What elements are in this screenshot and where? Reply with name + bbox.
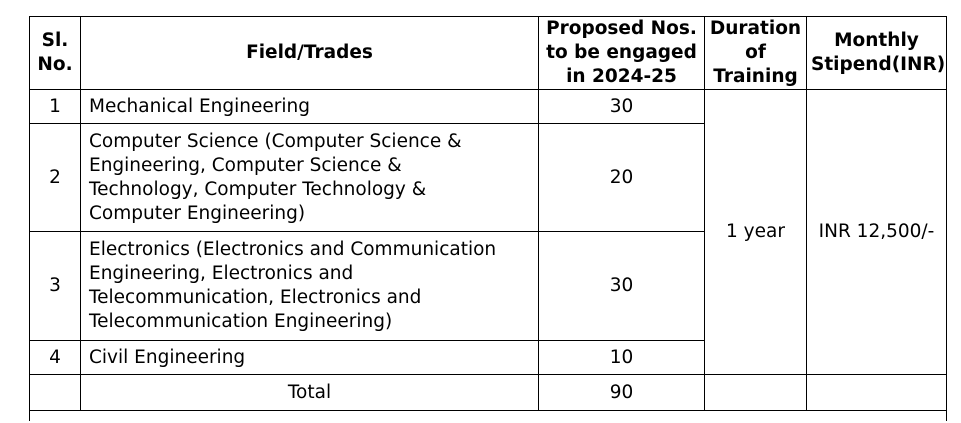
field-line: Telecommunication Engineering) — [89, 311, 393, 332]
header-proposed-line: to be engaged — [546, 42, 697, 63]
header-duration-line: of — [745, 42, 766, 63]
header-stipend-line: Monthly — [834, 30, 919, 51]
header-duration-line: Training — [713, 66, 798, 87]
field-line: Technology, Computer Technology & — [89, 178, 427, 200]
proposed-cell: 20 — [538, 123, 705, 232]
proposed-cell: 30 — [538, 89, 705, 124]
header-proposed-nos: Proposed Nos. to be engaged in 2024-25 — [538, 16, 705, 90]
header-row: Sl. No. Field/Trades Proposed Nos. to be… — [29, 16, 947, 90]
total-label: Total — [80, 374, 539, 411]
sl-cell: 4 — [29, 340, 81, 375]
table-row: 1 Mechanical Engineering 30 1 year INR 1… — [29, 89, 947, 375]
header-sl-no: Sl. No. — [29, 16, 81, 90]
proposed-cell: 30 — [538, 231, 705, 341]
field-line: Engineering, Electronics and — [89, 263, 354, 284]
field-cell: Mechanical Engineering — [80, 89, 539, 124]
field-line: Engineering, Computer Science & — [89, 154, 402, 176]
header-sl-no-line: Sl. — [41, 30, 69, 51]
sl-cell: 2 — [29, 123, 81, 232]
field-line: Computer Science (Computer Science & — [89, 130, 462, 152]
total-sl-cell — [29, 374, 81, 411]
header-duration: Duration of Training — [704, 16, 807, 90]
stipend-cell: INR 12,500/- — [806, 89, 947, 375]
field-line: Computer Engineering) — [89, 202, 306, 224]
continuation-row — [29, 410, 947, 421]
continuation-cell — [29, 410, 947, 421]
header-proposed-line: Proposed Nos. — [546, 18, 697, 39]
header-stipend-line: Stipend(INR) — [811, 54, 946, 75]
trades-table: Sl. No. Field/Trades Proposed Nos. to be… — [29, 16, 947, 421]
field-line: Mechanical Engineering — [89, 95, 310, 117]
total-row: Total 90 — [29, 374, 947, 411]
header-field-trades: Field/Trades — [80, 16, 539, 90]
table-row: 2 Computer Science (Computer Science & E… — [29, 123, 947, 232]
field-line: Telecommunication, Electronics and — [89, 287, 422, 308]
header-monthly-stipend: Monthly Stipend(INR) — [806, 16, 947, 90]
field-cell: Civil Engineering — [80, 340, 539, 375]
table-row: 3 Electronics (Electronics and Communica… — [29, 231, 947, 341]
field-cell: Electronics (Electronics and Communicati… — [80, 231, 539, 341]
proposed-cell: 10 — [538, 340, 705, 375]
total-duration-cell — [704, 374, 807, 411]
header-proposed-line: in 2024-25 — [566, 66, 677, 87]
sl-cell: 1 — [29, 89, 81, 124]
duration-cell: 1 year — [704, 89, 807, 375]
table-row: 4 Civil Engineering 10 — [29, 340, 947, 375]
total-value: 90 — [538, 374, 705, 411]
field-cell: Computer Science (Computer Science & Eng… — [80, 123, 539, 232]
field-line: Electronics (Electronics and Communicati… — [89, 239, 497, 260]
field-line: Civil Engineering — [89, 346, 246, 368]
header-sl-no-line: No. — [37, 54, 73, 75]
header-duration-line: Duration — [709, 18, 802, 39]
sl-cell: 3 — [29, 231, 81, 341]
total-stipend-cell — [806, 374, 947, 411]
